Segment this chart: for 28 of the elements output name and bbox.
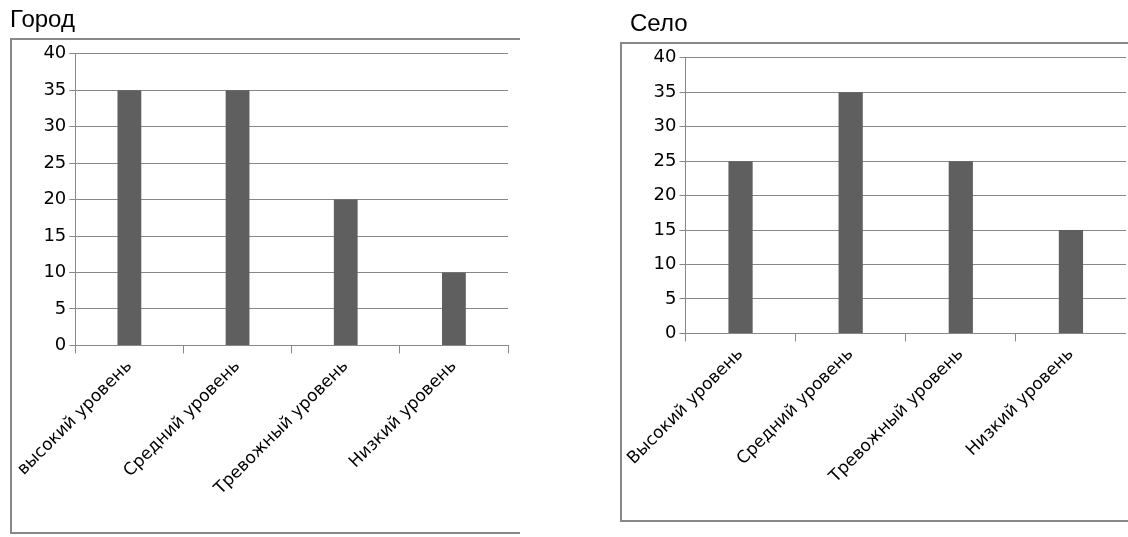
y-tick-label: 40 [43,41,67,63]
bar [728,161,753,333]
y-tick-label: 20 [43,187,67,209]
chart-title: Село [629,8,689,38]
bar [225,90,250,345]
y-tick-label: 20 [653,183,677,205]
y-tick-label: 10 [43,260,67,282]
y-tick-label: 5 [54,296,67,318]
y-tick-label: 35 [43,77,67,99]
bar [948,161,973,333]
y-tick-label: 40 [653,45,677,67]
y-tick-label: 25 [43,150,67,172]
y-tick-label: 0 [54,333,67,355]
y-tick-label: 30 [43,114,67,136]
bar [333,199,358,345]
y-tick-label: 15 [43,223,67,245]
y-tick-label: 25 [653,148,677,170]
bar [117,90,142,345]
y-tick-label: 10 [653,252,677,274]
bar [442,272,466,345]
y-tick-label: 15 [653,217,677,239]
y-tick-label: 5 [665,286,677,308]
bar [1058,230,1084,333]
y-tick-label: 35 [653,79,677,101]
y-tick-label: 0 [665,321,677,343]
y-tick-label: 30 [653,114,677,136]
bar [838,92,863,333]
chart-title: Город [9,4,76,34]
